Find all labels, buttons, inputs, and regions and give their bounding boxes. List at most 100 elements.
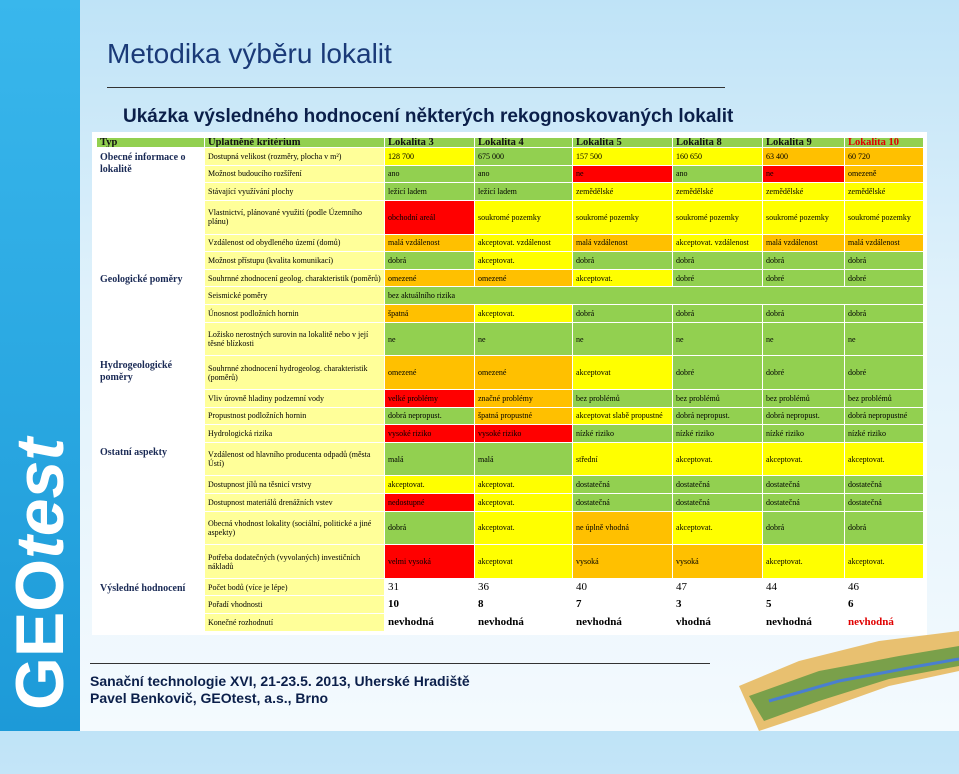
rating-cell: ne [762,164,845,184]
criterion: Souhrnné zhodnocení geolog. charakterist… [204,268,385,288]
rating-cell: akceptovat. vzdálenost [672,233,763,253]
table-row: Únosnost podložních hornin špatná akceptov… [97,304,924,323]
rating-cell: nevhodná [384,613,475,632]
table-row: Výsledné hodnocení Počet bodů (více je lé… [96,577,924,633]
rating-cell: velmi vysoká [384,544,475,579]
column-header: Lokalita 8 [672,137,763,148]
rating-cell: dobrá nepropust. [384,406,475,426]
column-header: Lokalita 10 [844,137,924,148]
table-row: Dostupnost materiálů drenážních vstev ned… [97,493,924,512]
rating-cell: bez problémů [844,388,924,408]
rating-cell: špatná [384,304,475,323]
table-row: Možnost budoucího rozšíření ano ano ne ano ne… [97,164,924,184]
rating-cell: dobrá [384,251,475,270]
title-rule [107,87,725,88]
criterion: Dostupná velikost (rozměry, plocha v m²) [204,147,385,166]
rating-cell: akceptovat. [474,251,573,270]
rating-cell: omezené [474,355,573,390]
decor-layer [749,646,959,721]
table-row: Potřeba dodatečných (vyvolaných) investi… [97,544,924,579]
rating-cell: nevhodná [844,613,924,632]
rating-cell: zemědělské [572,182,673,201]
rating-cell: akceptovat. [474,493,573,512]
rating-cell: 40 [572,577,673,597]
rating-cell: značné problémy [474,388,573,408]
rating-cell: dobrá [384,510,475,546]
rating-cell: dobrá [762,304,845,323]
rating-cell: nevhodná [474,613,573,632]
rating-cell: ano [474,164,573,184]
rating-cell: ne [572,164,673,184]
rating-cell: vhodná [672,613,763,632]
criterion: Dostupnost materiálů drenážních vstev [204,493,385,512]
rating-cell: akceptovat. [762,544,845,579]
rating-cell: akceptovat [572,355,673,390]
rating-cell: špatná propustné [474,406,573,426]
rating-cell: 31 [384,577,475,597]
table-row: Obecné informace o lokalitě Dostupná veli… [96,147,924,270]
rating-cell: ne úplně vhodná [572,510,673,546]
logo-italic: test [2,437,78,559]
rating-cell: omezené [474,268,573,288]
criterion: Vlastnictví, plánované využití (podle Úz… [204,199,385,235]
rating-cell: akceptovat. [672,441,763,477]
rating-cell: dobrá nepropust. [672,406,763,426]
rating-cell: nízké riziko [572,424,673,443]
criterion: Ložisko nerostných surovin na lokalitě n… [204,321,385,357]
rating-cell: dobrá [844,251,924,270]
rating-cell: zemědělské [672,182,763,201]
rating-cell: nízké riziko [762,424,845,443]
rating-cell: vysoká [672,544,763,579]
table-row: Vzdálenost od obydleného území (domů) mal… [97,233,924,253]
rating-cell: zemědělské [844,182,924,201]
slide-subtitle: Ukázka výsledného hodnocení některých re… [123,106,734,127]
rating-cell: soukromé pozemky [672,199,763,235]
rating-cell: malá [384,441,475,477]
group-name: Hydrogeologické poměry [96,355,205,443]
table-row: Hydrologická rizika vysoké riziko vysoké r… [97,424,924,443]
criterion: Stávající využívání plochy [204,182,385,201]
rating-cell: akceptovat slabě propustné [572,406,673,426]
rating-cell: malá vzdálenost [844,233,924,253]
rating-cell: soukromé pozemky [572,199,673,235]
rating-cell: ležící ladem [474,182,573,201]
rating-cell: soukromé pozemky [844,199,924,235]
criterion: Vliv úrovně hladiny podzemní vody [204,388,385,408]
rating-cell: vysoká [572,544,673,579]
footer-line: Pavel Benkovič, GEOtest, a.s., Brno [90,690,329,706]
footer-rule [90,663,710,664]
table-row: Vlastnictví, plánované využití (podle Úz… [97,199,924,235]
rating-cell: nízké riziko [672,424,763,443]
column-header: Lokalita 9 [762,137,845,148]
criterion: Možnost budoucího rozšíření [204,164,385,184]
rating-cell: malá vzdálenost [572,233,673,253]
rating-cell: nízké riziko [844,424,924,443]
rating-cell: dobrá nepropust. [762,406,845,426]
table-row: Seismické poměry bez aktuálního rizika [97,286,924,306]
rating-cell: 47 [672,577,763,597]
rating-cell: dobrá [672,251,763,270]
rating-cell: dobrá [762,251,845,270]
table-row: Stávající využívání plochy ležící ladem le… [97,182,924,201]
table-row: Geologické poměry Souhrnné zhodnocení geo… [96,268,924,357]
rating-cell: malá vzdálenost [384,233,475,253]
rating-cell: akceptovat. [474,475,573,495]
rating-cell: střední [572,441,673,477]
criterion: Konečné rozhodnutí [204,613,385,632]
rating-cell: 8 [474,595,573,615]
rating-cell: dobrá nepropustné [844,406,924,426]
rating-cell: ne [672,321,763,357]
rating-cell: 128 700 [384,147,475,166]
rating-cell: nevhodná [572,613,673,632]
rating-cell: bez aktuálního rizika [384,286,924,306]
rating-cell: 60 720 [844,147,924,166]
rating-cell: dostatečná [762,493,845,512]
column-header: Lokalita 4 [474,137,573,148]
rating-cell: dostatečná [572,493,673,512]
rating-cell: 3 [672,595,763,615]
rating-cell: akceptovat. [474,304,573,323]
rating-cell: malá vzdálenost [762,233,845,253]
rating-cell: 7 [572,595,673,615]
table-row: Pořadí vhodnosti 10 8 7 3 5 6 [97,595,924,615]
decor-water [768,657,959,703]
